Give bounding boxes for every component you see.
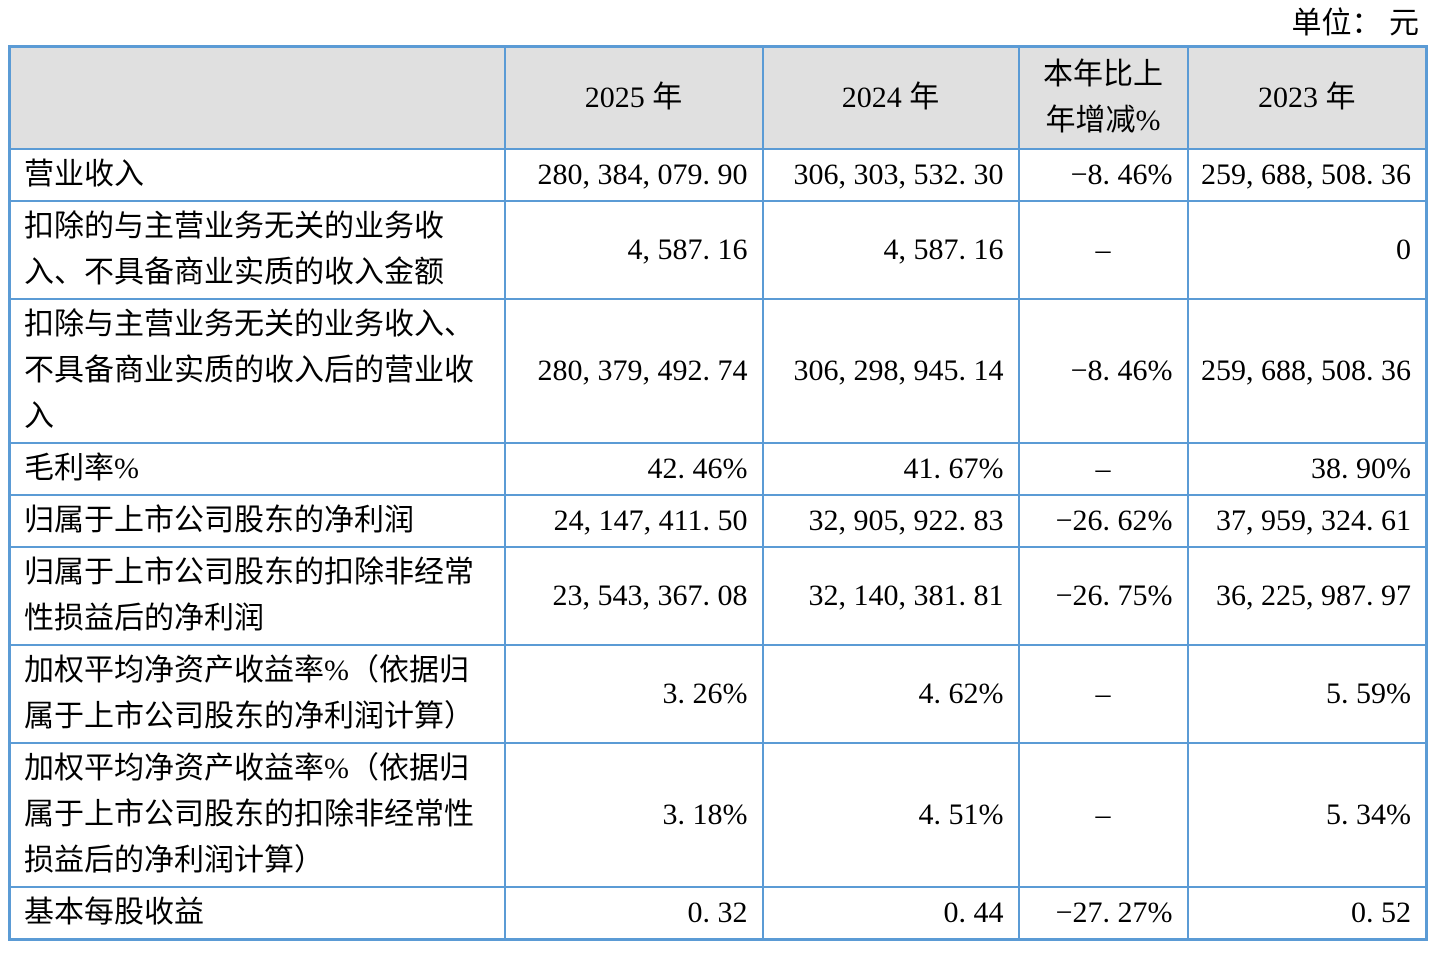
cell-change: – xyxy=(1017,742,1189,888)
cell-2023: 5. 59% xyxy=(1186,644,1428,744)
cell-2025: 0. 32 xyxy=(503,886,764,941)
table-row: 归属于上市公司股东的净利润 24, 147, 411. 50 32, 905, … xyxy=(8,494,1428,548)
cell-label: 加权平均净资产收益率%（依据归属于上市公司股东的净利润计算） xyxy=(8,644,506,744)
cell-2024: 306, 298, 945. 14 xyxy=(761,298,1020,444)
header-2024: 2024 年 xyxy=(761,45,1020,150)
cell-2025: 3. 18% xyxy=(503,742,764,888)
cell-2025: 280, 379, 492. 74 xyxy=(503,298,764,444)
table-row: 基本每股收益 0. 32 0. 44 −27. 27% 0. 52 xyxy=(8,886,1428,941)
table-row: 毛利率% 42. 46% 41. 67% – 38. 90% xyxy=(8,442,1428,496)
cell-2023: 38. 90% xyxy=(1186,442,1428,496)
financial-summary-table: 2025 年 2024 年 本年比上 年增减% 2023 年 营业收入 280,… xyxy=(8,45,1428,941)
cell-2023: 259, 688, 508. 36 xyxy=(1186,298,1428,444)
cell-label: 扣除与主营业务无关的业务收入、不具备商业实质的收入后的营业收入 xyxy=(8,298,506,444)
cell-2023: 259, 688, 508. 36 xyxy=(1186,148,1428,202)
cell-2024: 306, 303, 532. 30 xyxy=(761,148,1020,202)
cell-2024: 4. 62% xyxy=(761,644,1020,744)
cell-label: 营业收入 xyxy=(8,148,506,202)
table-header: 2025 年 2024 年 本年比上 年增减% 2023 年 xyxy=(8,45,1428,150)
cell-2023: 0. 52 xyxy=(1186,886,1428,941)
cell-label: 基本每股收益 xyxy=(8,886,506,941)
cell-2024: 32, 905, 922. 83 xyxy=(761,494,1020,548)
cell-2025: 4, 587. 16 xyxy=(503,200,764,300)
cell-2025: 280, 384, 079. 90 xyxy=(503,148,764,202)
header-2025: 2025 年 xyxy=(503,45,764,150)
table-body: 营业收入 280, 384, 079. 90 306, 303, 532. 30… xyxy=(8,148,1428,941)
cell-2023: 36, 225, 987. 97 xyxy=(1186,546,1428,646)
table-row: 加权平均净资产收益率%（依据归属于上市公司股东的净利润计算） 3. 26% 4.… xyxy=(8,644,1428,744)
header-row: 2025 年 2024 年 本年比上 年增减% 2023 年 xyxy=(8,45,1428,150)
cell-change: −8. 46% xyxy=(1017,298,1189,444)
cell-label: 归属于上市公司股东的净利润 xyxy=(8,494,506,548)
cell-change: – xyxy=(1017,644,1189,744)
cell-2025: 23, 543, 367. 08 xyxy=(503,546,764,646)
cell-2025: 3. 26% xyxy=(503,644,764,744)
cell-label: 加权平均净资产收益率%（依据归属于上市公司股东的扣除非经常性损益后的净利润计算） xyxy=(8,742,506,888)
table-row: 加权平均净资产收益率%（依据归属于上市公司股东的扣除非经常性损益后的净利润计算）… xyxy=(8,742,1428,888)
cell-2025: 42. 46% xyxy=(503,442,764,496)
cell-label: 归属于上市公司股东的扣除非经常性损益后的净利润 xyxy=(8,546,506,646)
table-row: 扣除的与主营业务无关的业务收入、不具备商业实质的收入金额 4, 587. 16 … xyxy=(8,200,1428,300)
cell-change: −27. 27% xyxy=(1017,886,1189,941)
table-row: 扣除与主营业务无关的业务收入、不具备商业实质的收入后的营业收入 280, 379… xyxy=(8,298,1428,444)
cell-change: – xyxy=(1017,200,1189,300)
cell-label: 毛利率% xyxy=(8,442,506,496)
header-item-column xyxy=(8,45,506,150)
header-2023: 2023 年 xyxy=(1186,45,1428,150)
unit-label: 单位： 元 xyxy=(1291,7,1420,40)
cell-2023: 0 xyxy=(1186,200,1428,300)
cell-2024: 4. 51% xyxy=(761,742,1020,888)
cell-change: – xyxy=(1017,442,1189,496)
cell-2023: 37, 959, 324. 61 xyxy=(1186,494,1428,548)
cell-change: −8. 46% xyxy=(1017,148,1189,202)
cell-2025: 24, 147, 411. 50 xyxy=(503,494,764,548)
cell-2023: 5. 34% xyxy=(1186,742,1428,888)
cell-change: −26. 62% xyxy=(1017,494,1189,548)
header-yoy-change: 本年比上 年增减% xyxy=(1017,45,1189,150)
cell-2024: 32, 140, 381. 81 xyxy=(761,546,1020,646)
cell-label: 扣除的与主营业务无关的业务收入、不具备商业实质的收入金额 xyxy=(8,200,506,300)
table-row: 归属于上市公司股东的扣除非经常性损益后的净利润 23, 543, 367. 08… xyxy=(8,546,1428,646)
cell-2024: 0. 44 xyxy=(761,886,1020,941)
cell-change: −26. 75% xyxy=(1017,546,1189,646)
cell-2024: 4, 587. 16 xyxy=(761,200,1020,300)
cell-2024: 41. 67% xyxy=(761,442,1020,496)
table-row: 营业收入 280, 384, 079. 90 306, 303, 532. 30… xyxy=(8,148,1428,202)
